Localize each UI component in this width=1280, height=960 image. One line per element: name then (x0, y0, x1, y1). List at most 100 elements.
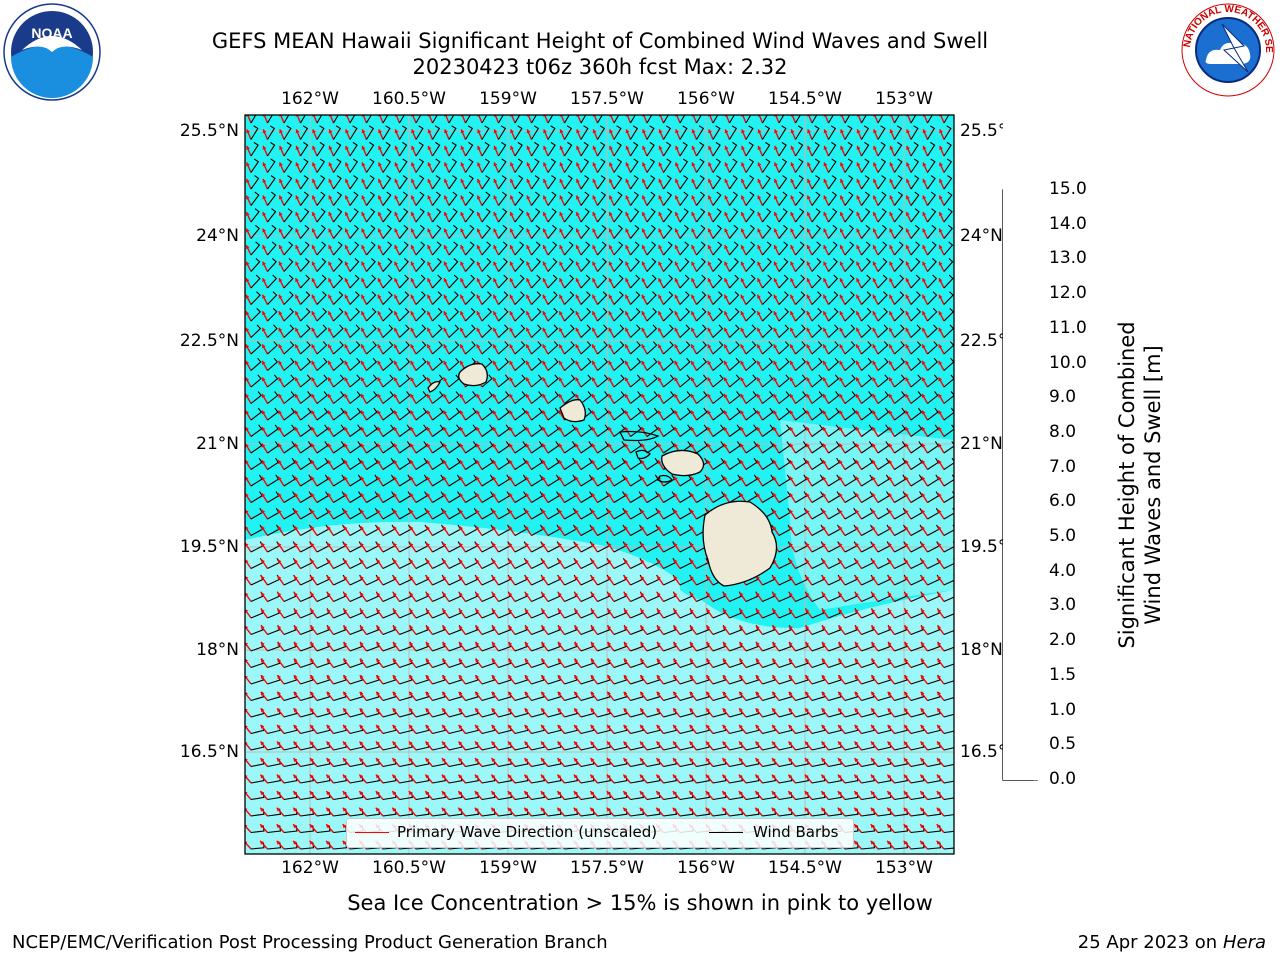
wind-barb (531, 307, 542, 322)
wind-barb (333, 341, 344, 355)
wave-arrowhead (724, 228, 729, 233)
wind-barb (300, 274, 311, 289)
wave-arrowhead (658, 178, 663, 183)
wave-arrowhead (278, 261, 283, 266)
wave-arrowhead (460, 245, 465, 250)
wind-barb (547, 191, 557, 206)
wind-barb (498, 115, 504, 124)
wave-arrowhead (889, 228, 894, 233)
wind-barb (498, 175, 507, 190)
wind-barb (712, 224, 722, 239)
wave-arrowhead (344, 311, 349, 316)
wave-arrowhead (789, 427, 794, 432)
wind-barb (910, 258, 921, 272)
wind-barb (465, 158, 474, 173)
wind-barb (514, 407, 527, 421)
wave-arrow (659, 115, 665, 124)
wind-barb (448, 125, 457, 140)
wind-barb (597, 274, 608, 289)
wind-barb (745, 125, 754, 140)
wave-arrowhead (460, 278, 464, 283)
wave-arrowhead (394, 311, 398, 316)
wind-barb (877, 357, 889, 371)
wind-barb (778, 125, 787, 140)
wave-arrowhead (707, 195, 712, 200)
wind-barb (250, 141, 259, 157)
wave-arrowhead (426, 393, 431, 398)
wave-arrowhead (756, 410, 761, 415)
wave-arrowhead (311, 344, 316, 349)
wave-arrowhead (856, 228, 861, 233)
wave-arrowhead (443, 360, 448, 365)
wave-arrowhead (411, 129, 415, 134)
wave-arrowhead (444, 129, 448, 134)
wind-barb (448, 324, 460, 338)
wave-arrowhead (493, 145, 498, 150)
wind-barb (300, 357, 312, 371)
wave-arrowhead (460, 178, 465, 183)
wind-barb (729, 341, 740, 355)
wave-arrowhead (262, 261, 267, 266)
wind-barb (597, 141, 606, 157)
wind-barb (910, 274, 921, 289)
wave-arrowhead (608, 393, 613, 398)
wind-barb (514, 258, 525, 272)
wind-barb (646, 175, 656, 190)
wind-barb (300, 374, 312, 388)
wind-barb (432, 125, 441, 140)
wind-barb (300, 291, 311, 305)
wind-barb (481, 141, 490, 157)
wave-arrowhead (328, 360, 332, 365)
wind-barb (316, 407, 329, 421)
wave-arrowhead (460, 311, 464, 316)
wave-arrowhead (625, 327, 629, 332)
wave-arrowhead (393, 377, 398, 382)
wind-barb (399, 374, 411, 388)
wave-arrowhead (790, 311, 794, 316)
wave-arrowhead (526, 311, 530, 316)
wave-arrowhead (361, 195, 366, 200)
wind-barb (861, 424, 873, 437)
wind-barb (399, 224, 409, 239)
wind-barb (481, 125, 490, 140)
wave-arrowhead (707, 393, 712, 398)
wind-barb (696, 141, 705, 157)
wave-arrowhead (674, 195, 679, 200)
wave-arrowhead (658, 311, 662, 316)
wave-arrowhead (262, 327, 266, 332)
wave-arrowhead (245, 427, 249, 432)
wave-arrowhead (921, 427, 926, 432)
wave-arrowhead (559, 195, 564, 200)
wave-arrowhead (608, 327, 613, 332)
wind-barb (663, 391, 675, 404)
wave-arrowhead (790, 245, 795, 250)
wave-arrowhead (493, 195, 498, 200)
wave-arrow (494, 115, 500, 124)
wind-barb (729, 274, 740, 289)
wave-arrowhead (525, 377, 530, 382)
wave-arrowhead (410, 393, 415, 398)
wind-barb (910, 141, 919, 157)
wave-arrowhead (262, 195, 267, 200)
wave-arrowhead (657, 377, 662, 382)
wind-barb (267, 307, 278, 322)
wave-arrowhead (872, 228, 877, 233)
wave-arrowhead (823, 294, 827, 299)
wind-barb (696, 191, 706, 206)
wind-barb (663, 241, 673, 256)
wind-barb (696, 374, 708, 388)
wave-arrowhead (658, 344, 662, 349)
wind-barb (943, 141, 952, 157)
wave-arrowhead (707, 360, 712, 365)
wave-arrowhead (245, 327, 250, 332)
wind-barb (283, 407, 296, 421)
wave-arrowhead (328, 195, 333, 200)
wind-barb (630, 115, 636, 124)
wind-barb (564, 175, 573, 190)
wave-arrowhead (476, 212, 481, 216)
wave-arrowhead (823, 311, 827, 316)
wave-arrowhead (525, 393, 530, 398)
wave-arrowhead (608, 410, 612, 415)
wave-arrowhead (542, 261, 547, 266)
wind-barb (514, 274, 525, 289)
